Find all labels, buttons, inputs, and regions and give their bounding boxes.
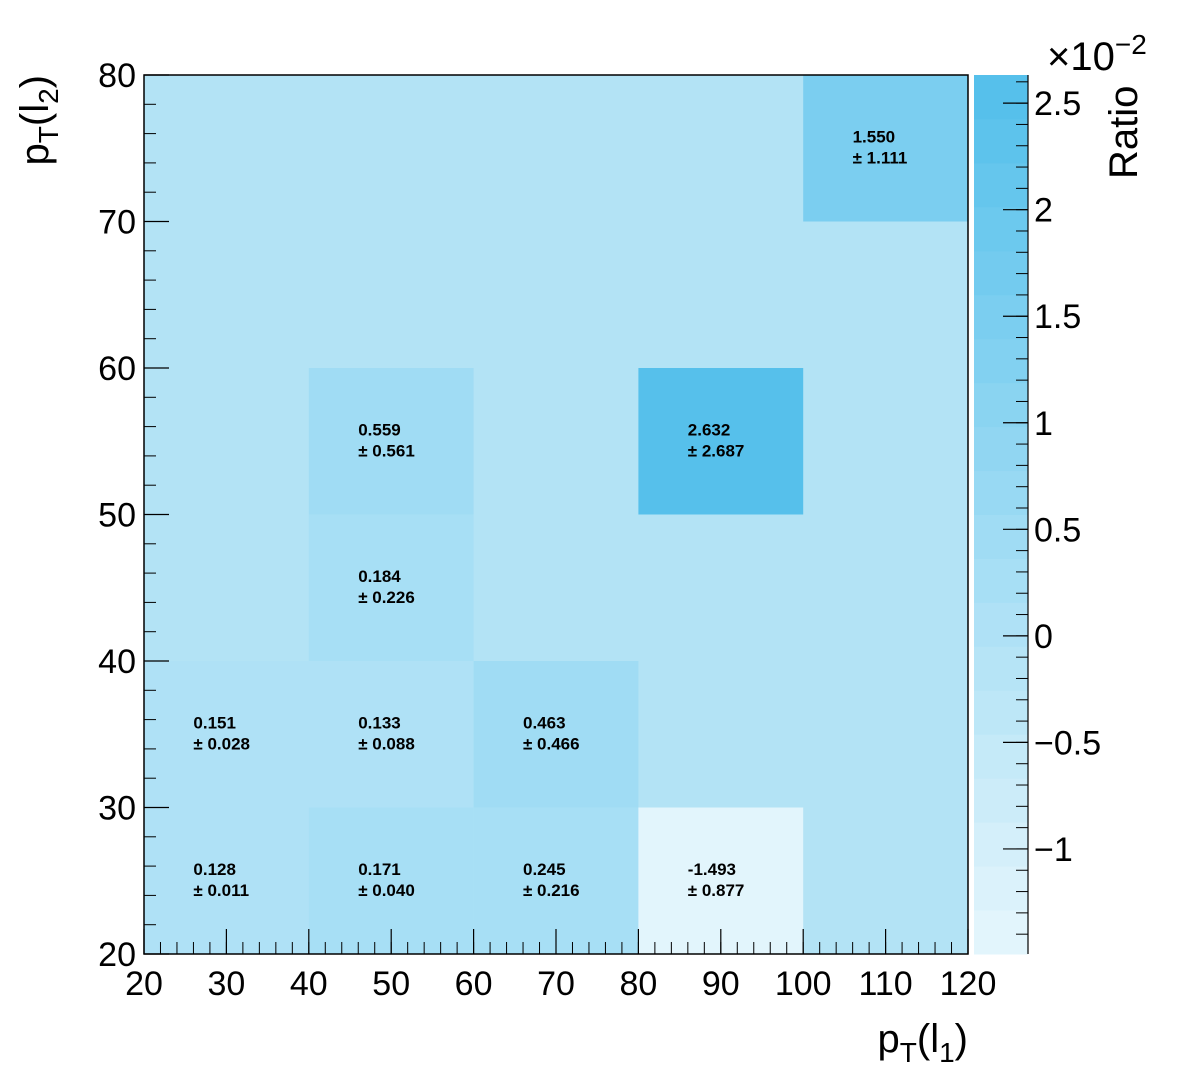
y-axis-title: pT(l2) — [13, 75, 64, 165]
heatmap-cell — [144, 661, 309, 808]
cell-error-label: ± 1.111 — [853, 148, 908, 167]
x-tick-label: 60 — [455, 965, 493, 1003]
y-tick-label: 30 — [98, 790, 136, 828]
colorbar-level — [974, 866, 1028, 911]
y-axis-title-base: p — [13, 143, 57, 165]
cell-value-label: 0.171 — [358, 860, 401, 879]
x-tick-label: 80 — [619, 965, 657, 1003]
y-tick-label: 20 — [98, 936, 136, 974]
y-tick-label: 70 — [98, 204, 136, 242]
y-axis-title-arg: (l — [13, 104, 57, 126]
x-tick-label: 20 — [125, 965, 163, 1003]
colorbar-level — [974, 250, 1028, 296]
colorbar-level — [974, 778, 1028, 823]
cell-error-label: ± 0.028 — [193, 734, 250, 753]
cell-error-label: ± 0.011 — [193, 881, 249, 900]
x-axis-title-base: p — [878, 1017, 900, 1061]
cell-value-label: 0.463 — [523, 713, 566, 732]
x-tick-label: 70 — [537, 965, 575, 1003]
cell-labels-layer: 0.128 ± 0.011 0.171 ± 0.040 0.245 ± 0.216 -1.4… — [193, 127, 907, 900]
x-axis-title-argsub: 1 — [939, 1037, 955, 1068]
colorbar-level — [974, 75, 1028, 120]
x-axis-title-sub: T — [900, 1037, 917, 1068]
cell-value-label: 0.151 — [193, 713, 236, 732]
colorbar-level — [974, 602, 1028, 647]
cell-value-label: 2.632 — [688, 420, 731, 439]
cell-error-label: ± 0.216 — [523, 881, 580, 900]
y-tick-label: 60 — [98, 350, 136, 388]
y-axis-title-sub: T — [33, 126, 64, 143]
x-tick-label: 50 — [372, 965, 410, 1003]
colorbar-level — [974, 294, 1028, 340]
x-tick-label: 30 — [207, 965, 245, 1003]
colorbar-level — [974, 206, 1028, 252]
y-axis-title-close: ) — [13, 75, 57, 88]
colorbar-level — [974, 822, 1028, 867]
colorbar-level — [974, 690, 1028, 735]
heatmap-cell — [638, 368, 804, 515]
colorbar-multiplier-base: ×10 — [1047, 35, 1115, 79]
colorbar-level — [974, 910, 1028, 955]
heatmap-cell — [473, 661, 639, 808]
colorbar-level — [974, 426, 1028, 472]
colorbar-title: Ratio — [1102, 86, 1146, 179]
x-tick-label: 40 — [290, 965, 328, 1003]
cell-value-label: 0.133 — [358, 713, 401, 732]
colorbar-level — [974, 382, 1028, 428]
cell-error-label: ± 0.088 — [358, 734, 415, 753]
cells-layer — [144, 75, 968, 954]
y-axis-title-argsub: 2 — [33, 88, 64, 104]
colorbar-tick-label: 0.5 — [1034, 511, 1081, 549]
colorbar-level — [974, 118, 1028, 164]
cell-value-label: -1.493 — [688, 860, 736, 879]
colorbar-tick-label: 0 — [1034, 618, 1053, 656]
y-tick-label: 80 — [98, 57, 136, 95]
colorbar-level — [974, 558, 1028, 603]
x-tick-label: 110 — [858, 965, 912, 1003]
cell-error-label: ± 0.040 — [358, 881, 415, 900]
x-axis: 20 30 40 50 60 70 80 90 100 110 120 — [125, 929, 996, 1003]
colorbar-tick-label: 2.5 — [1034, 85, 1081, 123]
x-tick-label: 120 — [940, 965, 997, 1003]
cell-value-label: 0.245 — [523, 860, 566, 879]
cell-value-label: 0.559 — [358, 420, 401, 439]
colorbar-multiplier: ×10−2 — [1047, 29, 1147, 79]
x-axis-title-arg: (l — [917, 1017, 939, 1061]
heatmap-cell — [308, 368, 474, 515]
colorbar-multiplier-exp: −2 — [1115, 29, 1147, 60]
y-tick-label: 50 — [98, 497, 136, 535]
x-tick-label: 100 — [775, 965, 832, 1003]
colorbar-tick-label: −0.5 — [1034, 724, 1101, 762]
cell-error-label: ± 0.226 — [358, 588, 415, 607]
colorbar-tick-label: 1 — [1034, 405, 1053, 443]
colorbar-tick-label: 2 — [1034, 192, 1053, 230]
colorbar-tick-label: 1.5 — [1034, 298, 1081, 336]
colorbar-level — [974, 514, 1028, 559]
heatmap-cell — [803, 75, 968, 222]
cell-value-label: 0.184 — [358, 567, 401, 586]
y-tick-label: 40 — [98, 643, 136, 681]
cell-error-label: ± 0.877 — [688, 881, 745, 900]
x-axis-title-close: ) — [955, 1017, 968, 1061]
colorbar-level — [974, 338, 1028, 384]
colorbar-tick-label: −1 — [1034, 831, 1073, 869]
cell-error-label: ± 0.561 — [358, 441, 415, 460]
x-axis-title: pT(l1) — [878, 1017, 968, 1068]
colorbar-level — [974, 162, 1028, 208]
colorbar-level — [974, 734, 1028, 779]
x-tick-label: 90 — [702, 965, 740, 1003]
cell-error-label: ± 2.687 — [688, 441, 745, 460]
cell-value-label: 0.128 — [193, 860, 236, 879]
cell-error-label: ± 0.466 — [523, 734, 580, 753]
heatmap-cell — [308, 661, 474, 808]
heatmap-cell — [308, 514, 474, 661]
cell-value-label: 1.550 — [853, 127, 896, 146]
colorbar: −1 −0.5 0 0.5 1 1.5 2 2.5 — [974, 75, 1101, 955]
y-axis: 20 30 40 50 60 70 80 — [98, 57, 169, 974]
colorbar-level — [974, 646, 1028, 691]
